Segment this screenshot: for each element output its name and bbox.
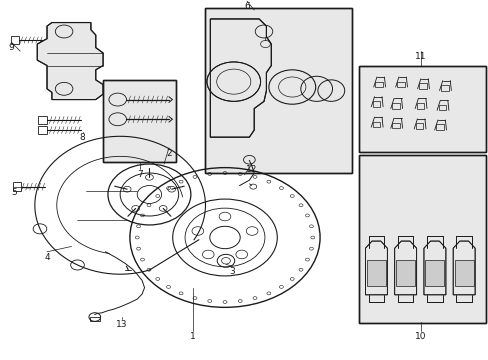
Text: 1: 1 xyxy=(190,332,196,341)
Bar xyxy=(205,8,351,173)
Text: 5: 5 xyxy=(11,188,17,197)
Text: 3: 3 xyxy=(229,267,235,276)
Bar xyxy=(415,123,423,129)
Bar xyxy=(103,80,176,162)
Bar xyxy=(391,103,399,108)
Polygon shape xyxy=(37,23,103,100)
Bar xyxy=(38,126,47,134)
Circle shape xyxy=(206,62,260,102)
Text: 4: 4 xyxy=(44,253,50,262)
Bar xyxy=(372,101,380,107)
Bar xyxy=(366,260,385,286)
Text: 12: 12 xyxy=(245,165,257,174)
Bar xyxy=(358,155,485,324)
Text: 11: 11 xyxy=(414,52,426,61)
Bar xyxy=(454,260,473,286)
Text: 13: 13 xyxy=(116,320,127,329)
Bar xyxy=(358,66,485,152)
Text: 9: 9 xyxy=(8,43,14,52)
Bar xyxy=(416,103,424,108)
Text: 6: 6 xyxy=(244,2,249,11)
Bar xyxy=(395,260,414,286)
Bar xyxy=(418,83,426,89)
Polygon shape xyxy=(210,19,271,137)
Polygon shape xyxy=(452,241,474,295)
Bar xyxy=(90,317,100,321)
Bar xyxy=(375,81,382,87)
Bar xyxy=(205,8,351,173)
Text: 7: 7 xyxy=(137,170,142,179)
Bar xyxy=(11,36,19,44)
Bar xyxy=(13,182,20,191)
Bar xyxy=(440,85,448,91)
Polygon shape xyxy=(394,241,416,295)
Text: 10: 10 xyxy=(414,332,426,341)
Bar xyxy=(38,116,47,124)
Bar xyxy=(358,66,485,152)
Polygon shape xyxy=(365,241,386,295)
Bar xyxy=(435,125,443,130)
Polygon shape xyxy=(423,241,445,295)
Bar xyxy=(103,80,176,162)
Bar xyxy=(358,155,485,324)
Bar xyxy=(438,105,446,110)
Text: 2: 2 xyxy=(166,149,171,158)
Bar xyxy=(425,260,444,286)
Bar xyxy=(372,122,380,127)
Text: 8: 8 xyxy=(80,134,85,143)
Bar xyxy=(396,81,404,87)
Bar xyxy=(391,123,399,128)
